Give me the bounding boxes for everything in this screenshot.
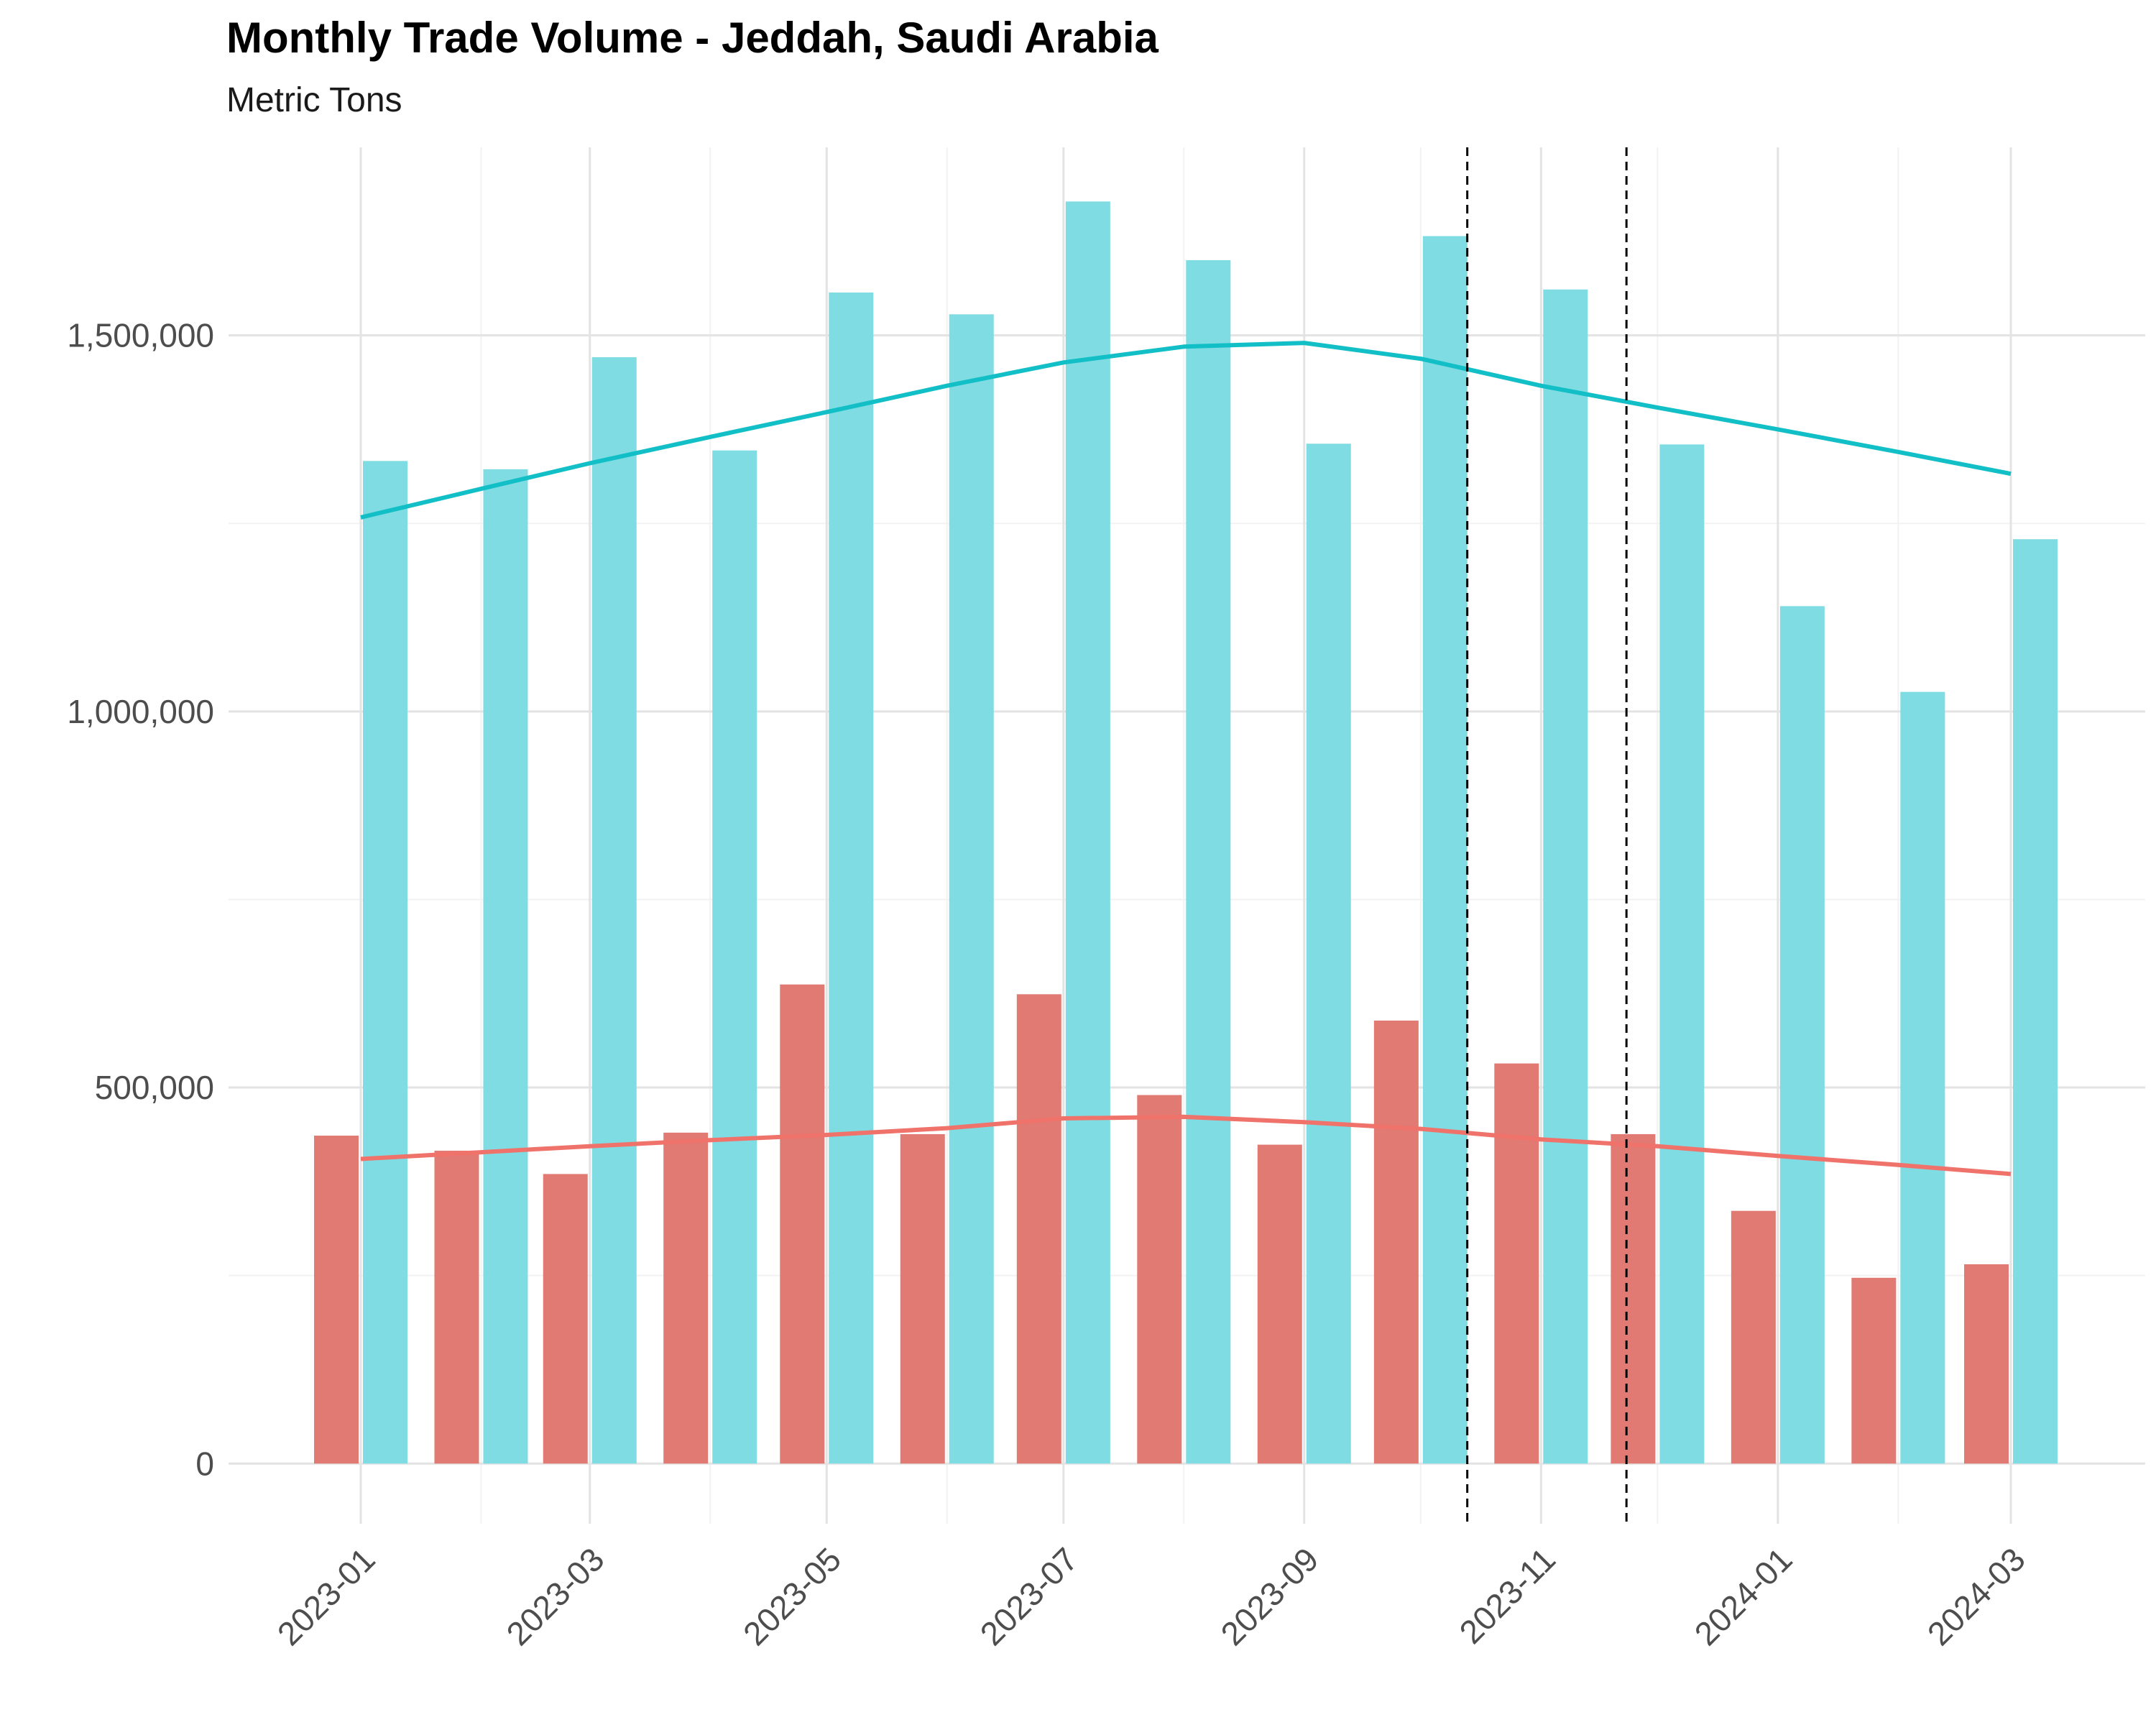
bar-series-2 <box>1659 444 1705 1464</box>
y-tick-label: 1,500,000 <box>67 317 214 354</box>
bar-series-2 <box>483 469 528 1464</box>
y-tick-label: 0 <box>195 1445 214 1482</box>
bar-series-1 <box>1731 1210 1776 1464</box>
bar-series-1 <box>434 1150 479 1464</box>
y-tick-label: 1,000,000 <box>67 693 214 730</box>
bar-series-2 <box>712 450 757 1464</box>
chart-subtitle: Metric Tons <box>226 81 402 119</box>
x-tick-label: 2023-09 <box>1213 1540 1325 1652</box>
bar-series-2 <box>2013 539 2058 1464</box>
y-axis: 0 500,000 1,000,000 1,500,000 <box>67 317 214 1483</box>
x-tick-label: 2024-03 <box>1920 1540 2032 1652</box>
x-tick-label: 2023-11 <box>1452 1540 1562 1651</box>
trend-line-series-1 <box>360 1114 2012 1177</box>
bar-series-2 <box>1779 606 1825 1464</box>
bar-series-1 <box>1137 1095 1182 1464</box>
bar-series-1 <box>1257 1144 1302 1464</box>
bar-series-2 <box>1422 236 1468 1464</box>
bar-series-2 <box>1186 259 1231 1464</box>
bar-series-1 <box>1016 994 1061 1464</box>
bar-series-1 <box>1611 1133 1656 1464</box>
bar-series-1 <box>1964 1264 2009 1464</box>
bar-series-1 <box>1373 1020 1419 1464</box>
x-tick-label: 2023-03 <box>499 1540 611 1652</box>
bar-series-1 <box>663 1132 709 1464</box>
x-tick-label: 2023-01 <box>270 1540 382 1652</box>
bar-series-2 <box>1065 201 1110 1464</box>
x-axis: 2023-01 2023-03 2023-05 2023-07 2023-09 2023-… <box>270 1540 2032 1652</box>
chart-title: Monthly Trade Volume - Jeddah, Saudi Ara… <box>226 14 1158 62</box>
bar-series-2 <box>1543 289 1588 1464</box>
trend-line-series-2 <box>360 341 2012 520</box>
bar-series-1 <box>1851 1277 1897 1464</box>
bar-series-1 <box>780 984 825 1464</box>
bar-series-1 <box>314 1136 359 1464</box>
bar-series-2 <box>591 356 637 1464</box>
trend-lines <box>360 341 2012 1177</box>
bar-series-2 <box>829 292 874 1464</box>
bar-series-2 <box>949 314 994 1464</box>
y-tick-label: 500,000 <box>95 1069 214 1106</box>
bar-series-2 <box>363 461 407 1464</box>
x-tick-label: 2023-07 <box>973 1540 1085 1652</box>
bar-series-2 <box>1306 443 1351 1464</box>
bar-series-1 <box>543 1174 588 1464</box>
x-tick-label: 2023-05 <box>736 1540 848 1652</box>
bar-series-1 <box>1494 1063 1539 1464</box>
bars <box>314 201 2058 1464</box>
x-tick-label: 2024-01 <box>1687 1540 1800 1652</box>
bar-series-1 <box>900 1133 945 1464</box>
bar-series-2 <box>1900 691 1945 1464</box>
